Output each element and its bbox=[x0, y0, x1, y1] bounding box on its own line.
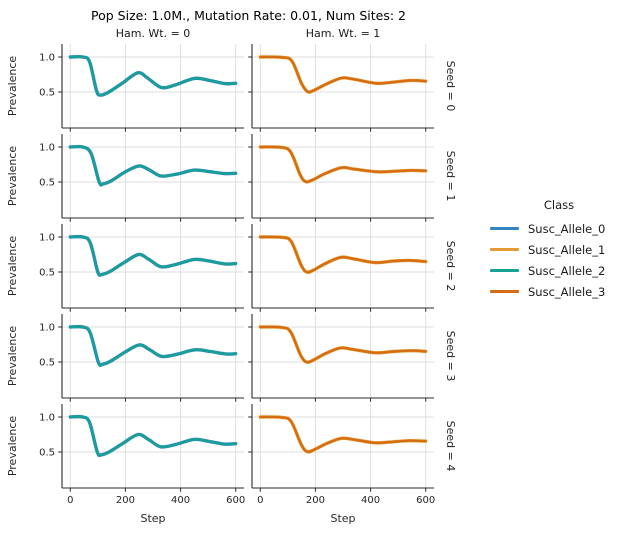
subplot-1-seed-3: Seed = 3 bbox=[248, 314, 457, 402]
y-tick-label: 0.5 bbox=[39, 448, 55, 459]
legend-entries: Susc_Allele_0 Susc_Allele_1 Susc_Allele_2 S… bbox=[490, 218, 640, 302]
subplot-1-seed-2: Seed = 2 bbox=[248, 224, 457, 312]
line-susc_allele_1 bbox=[258, 415, 428, 454]
y-tick-label: 1.0 bbox=[39, 323, 55, 334]
x-tick-label: 400 bbox=[171, 495, 190, 506]
legend-entry-susc_allele_3: Susc_Allele_3 bbox=[490, 281, 640, 302]
line-susc_allele_2 bbox=[69, 415, 237, 457]
facet-row-title: Seed = 2 bbox=[444, 241, 457, 292]
x-tick-label: 600 bbox=[416, 495, 435, 506]
facet-row-title: Seed = 0 bbox=[444, 61, 457, 112]
legend-line-swatch bbox=[490, 269, 519, 272]
legend-entry-label: Susc_Allele_1 bbox=[528, 242, 606, 257]
subplot-1-seed-4: 0 200 400 600 Step Seed = 4 bbox=[248, 404, 457, 525]
line-susc_allele_1 bbox=[258, 325, 428, 364]
y-tick-label: 0.5 bbox=[39, 358, 55, 369]
subplot-0-seed-0: 1.0 0.5 Prevalence bbox=[6, 44, 244, 132]
y-axis-label: Prevalence bbox=[6, 416, 19, 477]
legend-entry-susc_allele_0: Susc_Allele_0 bbox=[490, 218, 640, 239]
legend-entry-susc_allele_2: Susc_Allele_2 bbox=[490, 260, 640, 281]
y-axis-label: Prevalence bbox=[6, 236, 19, 297]
facet-column-title-ham-wt-0: Ham. Wt. = 0 bbox=[115, 27, 191, 40]
line-susc_allele_1 bbox=[258, 55, 428, 94]
line-susc_allele_1 bbox=[258, 145, 428, 184]
subplot-0-seed-4: 1.0 0.5 Prevalence 0 200 400 600 Step bbox=[6, 404, 245, 525]
subplot-1-seed-0: Seed = 0 bbox=[248, 44, 457, 132]
y-tick-label: 1.0 bbox=[39, 413, 55, 424]
facet-row-title: Seed = 3 bbox=[444, 331, 457, 382]
x-tick-label: 0 bbox=[257, 495, 263, 506]
subplot-1-seed-1: Seed = 1 bbox=[248, 134, 457, 222]
line-susc_allele_2 bbox=[69, 145, 237, 186]
line-susc_allele_3 bbox=[259, 145, 427, 184]
line-susc_allele_3 bbox=[259, 55, 427, 94]
legend-title: Class bbox=[543, 198, 575, 212]
y-tick-label: 1.0 bbox=[39, 233, 55, 244]
line-susc_allele_3 bbox=[259, 325, 427, 364]
legend-entry-label: Susc_Allele_0 bbox=[528, 221, 606, 236]
facet-column-title-ham-wt-1: Ham. Wt. = 1 bbox=[305, 27, 381, 40]
legend-entry-susc_allele_1: Susc_Allele_1 bbox=[490, 239, 640, 260]
legend-line-swatch bbox=[490, 248, 519, 251]
line-susc_allele_2 bbox=[69, 235, 237, 277]
line-susc_allele_3 bbox=[259, 415, 427, 454]
y-tick-label: 1.0 bbox=[39, 143, 55, 154]
line-susc_allele_0 bbox=[68, 234, 238, 277]
line-susc_allele_2 bbox=[69, 325, 237, 367]
y-tick-label: 0.5 bbox=[39, 178, 55, 189]
subplot-0-seed-3: 1.0 0.5 Prevalence bbox=[6, 314, 244, 402]
line-susc_allele_0 bbox=[68, 414, 238, 458]
legend: Class Susc_Allele_0 Susc_Allele_1 Susc_All… bbox=[490, 198, 640, 302]
y-axis-label: Prevalence bbox=[6, 326, 19, 387]
x-tick-label: 0 bbox=[67, 495, 73, 506]
facet-row-title: Seed = 1 bbox=[444, 151, 457, 202]
x-axis-label: Step bbox=[330, 512, 355, 525]
figure-title: Pop Size: 1.0M., Mutation Rate: 0.01, Nu… bbox=[91, 8, 406, 23]
x-tick-label: 600 bbox=[226, 495, 245, 506]
line-susc_allele_1 bbox=[258, 235, 428, 275]
x-tick-label: 400 bbox=[361, 495, 380, 506]
subplot-0-seed-2: 1.0 0.5 Prevalence bbox=[6, 224, 244, 312]
y-axis-label: Prevalence bbox=[6, 56, 19, 117]
line-susc_allele_3 bbox=[259, 235, 427, 274]
y-tick-label: 1.0 bbox=[39, 53, 55, 64]
x-axis-label: Step bbox=[140, 512, 165, 525]
y-tick-label: 0.5 bbox=[39, 88, 55, 99]
legend-line-swatch bbox=[490, 227, 519, 230]
y-tick-label: 0.5 bbox=[39, 268, 55, 279]
legend-entry-label: Susc_Allele_3 bbox=[528, 284, 606, 299]
x-tick-label: 200 bbox=[116, 495, 135, 506]
x-tick-label: 200 bbox=[306, 495, 325, 506]
line-susc_allele_2 bbox=[69, 55, 237, 97]
legend-line-swatch bbox=[490, 290, 519, 293]
facet-row-title: Seed = 4 bbox=[444, 421, 457, 472]
legend-entry-label: Susc_Allele_2 bbox=[528, 263, 606, 278]
subplot-0-seed-1: 1.0 0.5 Prevalence bbox=[6, 134, 244, 222]
y-axis-label: Prevalence bbox=[6, 146, 19, 207]
